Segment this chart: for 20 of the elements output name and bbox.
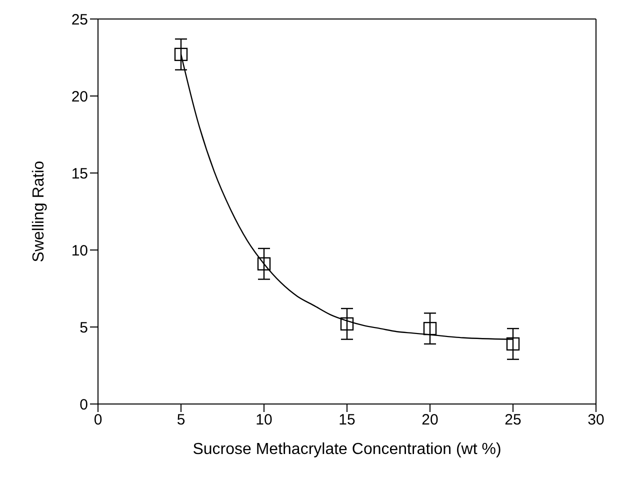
x-tick-label: 25 bbox=[504, 412, 522, 429]
y-tick-label: 25 bbox=[71, 11, 88, 28]
y-tick-label: 0 bbox=[80, 396, 88, 414]
x-axis-title: Sucrose Methacrylate Concentration (wt %) bbox=[192, 441, 502, 458]
x-tick-label: 30 bbox=[588, 412, 604, 429]
point bbox=[174, 48, 188, 62]
x-tick-label: 20 bbox=[422, 412, 438, 429]
y-tick-label: 15 bbox=[71, 165, 88, 182]
point bbox=[340, 317, 354, 331]
x-tick-label: 10 bbox=[256, 412, 272, 429]
y-tick-label: 20 bbox=[71, 88, 88, 106]
y-tick-label: 10 bbox=[71, 242, 88, 260]
point bbox=[423, 322, 437, 336]
x-tick-label: 15 bbox=[338, 412, 356, 429]
y-axis-title: Swelling Ratio bbox=[30, 160, 48, 262]
y-tick-label: 5 bbox=[80, 319, 88, 336]
point bbox=[506, 337, 520, 351]
x-tick-label: 0 bbox=[94, 412, 102, 429]
point bbox=[257, 257, 271, 270]
x-tick-label: 5 bbox=[176, 412, 186, 429]
